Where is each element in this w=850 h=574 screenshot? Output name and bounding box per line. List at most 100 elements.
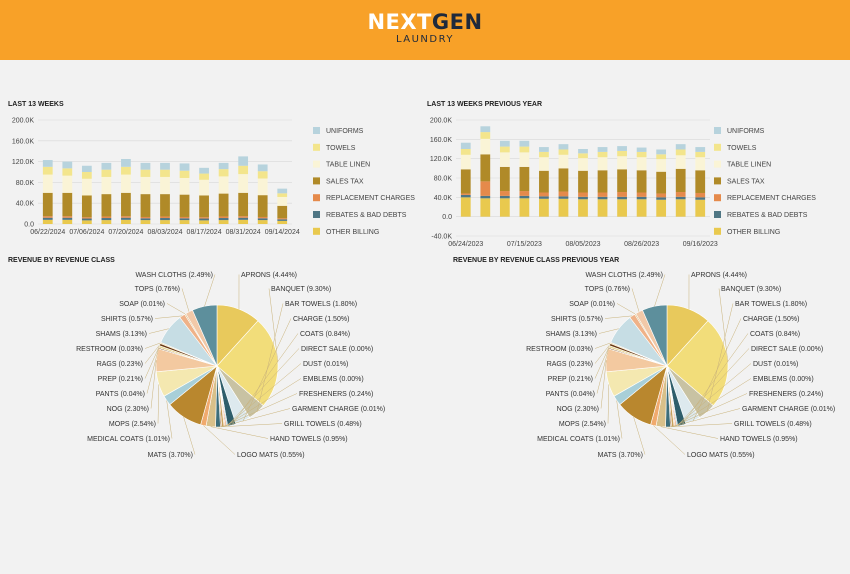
- bar-segment: [519, 191, 530, 196]
- leader-line: [667, 423, 733, 428]
- pie-label: MOPS (2.54%): [559, 421, 606, 428]
- y-tick-label: 120.0K: [12, 159, 35, 166]
- x-tick-label: 06/24/2023: [448, 241, 483, 248]
- pie-label: WASH CLOTHS (2.49%): [585, 272, 663, 279]
- x-tick-label: 07/15/2023: [507, 241, 542, 248]
- bar-segment: [636, 196, 647, 200]
- legend-swatch: [313, 160, 320, 168]
- bar-segment: [499, 140, 510, 147]
- bar-segment: [42, 216, 53, 218]
- bar-segment: [519, 166, 530, 192]
- legend-label: TOWELS: [326, 145, 356, 152]
- bar-segment: [160, 220, 170, 224]
- y-tick-label: 80.0K: [16, 180, 35, 187]
- leader-line: [596, 348, 609, 394]
- legend-label: OTHER BILLING: [326, 229, 379, 236]
- pie-label: COATS (0.84%): [300, 331, 350, 338]
- pie-label: WASH CLOTHS (2.49%): [135, 272, 213, 279]
- bar-segment: [675, 196, 686, 200]
- leader-line: [210, 426, 269, 439]
- leader-line: [204, 274, 216, 307]
- leader-line: [654, 274, 666, 307]
- pie-label: LOGO MATS (0.55%): [687, 452, 755, 459]
- legend-swatch: [714, 160, 721, 168]
- bar-segment: [597, 192, 608, 197]
- pie-label: BANQUET (9.30%): [721, 286, 781, 293]
- pie-label: CHARGE (1.50%): [293, 316, 349, 323]
- logo-subtitle: LAUNDRY: [395, 34, 455, 45]
- leader-line: [594, 346, 610, 379]
- leader-line: [144, 342, 161, 349]
- bar-segment: [42, 219, 53, 224]
- bar-segment: [675, 192, 686, 197]
- bar-segment: [539, 147, 549, 152]
- y-tick-label: 0.0: [442, 214, 452, 221]
- pie-label: MATS (3.70%): [598, 452, 643, 459]
- pie-label: RAGS (0.23%): [97, 361, 143, 368]
- pie-label: GARMENT CHARGE (0.01%): [292, 406, 385, 413]
- bar-segment: [558, 196, 569, 199]
- x-tick-label: 08/05/2023: [565, 241, 600, 248]
- bar-segment: [257, 171, 268, 179]
- bar-segment: [636, 192, 647, 197]
- chart-title-revenue-class-prev-year: REVENUE BY REVENUE CLASS PREVIOUS YEAR: [453, 257, 620, 264]
- pie-label: NOG (2.30%): [107, 406, 149, 413]
- x-tick-label: 08/03/2024: [147, 229, 182, 236]
- bar-segment: [218, 162, 229, 170]
- bar-segment: [597, 170, 608, 193]
- bar-segment: [277, 219, 288, 221]
- bar-segment: [81, 172, 92, 179]
- bar-segment: [460, 197, 471, 217]
- bar-segment: [558, 198, 569, 217]
- leader-line: [217, 423, 283, 428]
- bar-segment: [257, 195, 268, 217]
- bar-segment: [238, 219, 249, 224]
- pie-label: GRILL TOWELS (0.48%): [284, 421, 362, 428]
- bar-segment: [121, 217, 131, 220]
- bar-segment: [62, 175, 73, 193]
- legend-label: REBATES & BAD DEBTS: [727, 212, 808, 219]
- bar-segment: [578, 170, 588, 193]
- bar-segment: [179, 220, 190, 224]
- bar-segment: [480, 198, 491, 217]
- bar-segment: [199, 167, 209, 174]
- bar-segment: [499, 152, 510, 167]
- bar-segment: [257, 218, 268, 221]
- leader-line: [183, 416, 196, 455]
- bar-segment: [277, 193, 288, 197]
- bar-segment: [578, 199, 588, 217]
- bar-segment: [101, 162, 112, 170]
- pie-label: BAR TOWELS (1.80%): [285, 301, 357, 308]
- legend-label: SALES TAX: [727, 178, 765, 185]
- y-tick-label: -40.0K: [431, 234, 452, 241]
- bar-segment: [578, 196, 588, 200]
- bar-segment: [675, 168, 686, 193]
- bar-segment: [179, 163, 190, 171]
- leader-line: [225, 363, 302, 427]
- bar-segment: [695, 197, 706, 200]
- bar-segment: [199, 195, 209, 218]
- pie-label: GARMENT CHARGE (0.01%): [742, 406, 835, 413]
- bar-segment: [277, 218, 288, 220]
- pie-label: EMBLEMS (0.00%): [753, 376, 814, 383]
- pie-label: NOG (2.30%): [557, 406, 599, 413]
- pie-label: DIRECT SALE (0.00%): [301, 346, 373, 353]
- bar-segment: [121, 219, 131, 224]
- leader-line: [144, 346, 160, 379]
- bar-segment: [81, 178, 92, 196]
- bar-segment: [558, 154, 569, 169]
- bar-segment: [81, 165, 92, 172]
- bar-segment: [277, 220, 288, 224]
- bar-segment: [121, 192, 131, 217]
- bar-segment: [675, 149, 686, 156]
- bar-segment: [81, 218, 92, 221]
- bar-segment: [62, 161, 73, 169]
- bar-segment: [218, 169, 229, 177]
- bar-segment: [519, 146, 530, 153]
- bar-segment: [578, 158, 588, 171]
- bar-segment: [519, 198, 530, 217]
- bar-segment: [121, 216, 131, 218]
- bar-segment: [101, 216, 112, 219]
- bar-segment: [617, 150, 627, 157]
- legend-swatch: [714, 127, 721, 134]
